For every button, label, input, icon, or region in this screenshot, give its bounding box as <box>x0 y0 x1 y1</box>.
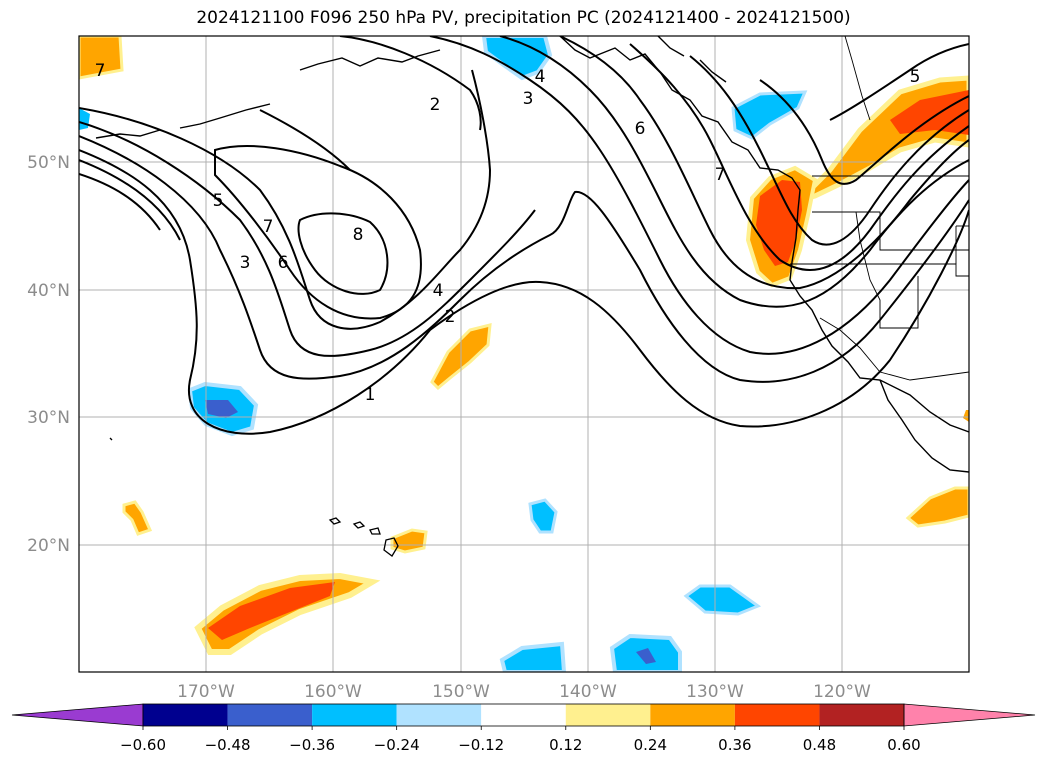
colorbar: −0.60 −0.48 −0.36 −0.24 −0.12 0.12 0.24 0.36 0.4… <box>11 703 1036 754</box>
colorbar-extend-max <box>903 703 1036 727</box>
precip-negative-region <box>481 36 553 81</box>
pv-contour-labels: 1 2 2 3 3 4 4 5 5 6 6 7 7 7 8 <box>95 61 921 405</box>
contour-label: 6 <box>278 253 289 273</box>
precip-positive-region <box>390 528 428 554</box>
plot-area: 1 2 2 3 3 4 4 5 5 6 6 7 7 7 8 <box>79 36 969 672</box>
contour-label: 5 <box>213 191 224 211</box>
precip-negative-region <box>205 400 238 418</box>
colorbar-tick-label: −0.36 <box>289 736 335 754</box>
precip-negative-region <box>683 584 762 616</box>
latitude-labels: 50°N 40°N 30°N 20°N <box>27 153 70 556</box>
colorbar-segment <box>734 704 820 726</box>
colorbar-segment <box>227 704 313 726</box>
colorbar-segment <box>565 704 651 726</box>
hawaiian-islands <box>109 437 399 557</box>
contour-label: 7 <box>263 217 274 237</box>
precip-shading <box>79 36 969 672</box>
lon-label: 160°W <box>304 682 362 702</box>
ocean-background <box>79 36 969 672</box>
contour-label: 2 <box>445 307 456 327</box>
contour-label: 4 <box>535 67 546 87</box>
precip-positive-region <box>208 582 335 640</box>
lat-label: 20°N <box>27 536 70 556</box>
colorbar-tick-label: 0.60 <box>887 736 920 754</box>
colorbar-tick-label: 0.12 <box>549 736 582 754</box>
colorbar-tick-label: −0.12 <box>458 736 504 754</box>
precip-positive-region <box>905 486 969 528</box>
contour-label: 2 <box>430 95 441 115</box>
colorbar-tick-label: 0.36 <box>718 736 751 754</box>
lat-label: 50°N <box>27 153 70 173</box>
gridlines <box>79 36 969 672</box>
contour-label: 6 <box>635 119 646 139</box>
lat-label: 40°N <box>27 281 70 301</box>
colorbar-segment <box>143 704 228 726</box>
colorbar-frame <box>142 703 905 727</box>
colorbar-segment <box>819 704 904 726</box>
colorbar-tick-label: −0.24 <box>374 736 420 754</box>
contour-label: 1 <box>365 385 376 405</box>
lat-label: 30°N <box>27 408 70 428</box>
lon-label: 170°W <box>177 682 235 702</box>
precip-positive-region <box>963 410 969 422</box>
precip-positive-region <box>122 500 153 536</box>
plot-frame <box>78 35 970 673</box>
colorbar-tick-label: 0.48 <box>803 736 836 754</box>
precip-negative-region <box>636 648 656 664</box>
contour-label: 5 <box>910 67 921 87</box>
contour-label: 7 <box>715 165 726 185</box>
colorbar-tick-label: −0.60 <box>120 736 166 754</box>
colorbar-tick-label: −0.48 <box>205 736 251 754</box>
lon-label: 120°W <box>813 682 871 702</box>
colorbar-segment <box>481 704 566 726</box>
colorbar-tick-label: 0.24 <box>634 736 667 754</box>
colorbar-segment <box>312 704 397 726</box>
lon-label: 140°W <box>559 682 617 702</box>
contour-label: 7 <box>95 61 106 81</box>
precip-positive-region <box>79 36 124 80</box>
precip-positive-region <box>756 180 802 266</box>
contour-label: 3 <box>523 89 534 109</box>
pv-contours <box>79 36 969 435</box>
longitude-labels: 170°W 160°W 150°W 140°W 130°W 120°W <box>177 682 871 702</box>
lon-label: 150°W <box>432 682 490 702</box>
contour-label: 4 <box>433 281 444 301</box>
lon-label: 130°W <box>686 682 744 702</box>
contour-label: 3 <box>240 253 251 273</box>
precip-negative-region <box>528 498 558 534</box>
colorbar-segment <box>650 704 735 726</box>
contour-label: 8 <box>353 225 364 245</box>
precip-negative-region <box>499 641 567 672</box>
colorbar-segment <box>396 704 482 726</box>
map-title: 2024121100 F096 250 hPa PV, precipitatio… <box>196 8 851 28</box>
colorbar-extend-min <box>11 703 144 727</box>
